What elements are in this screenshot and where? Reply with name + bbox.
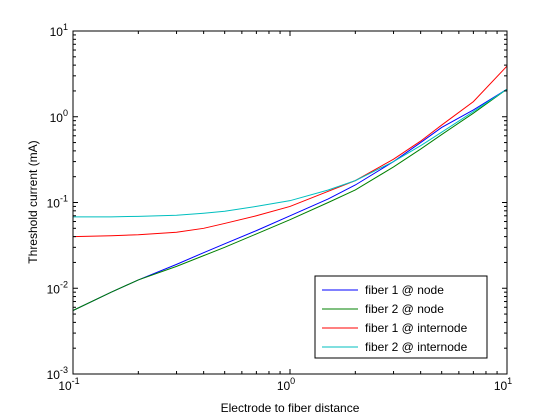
ticks-layer [72, 30, 508, 375]
legend-label-2: fiber 2 @ node [365, 302, 444, 316]
legend-label-4: fiber 2 @ internode [365, 340, 468, 354]
series-line-1 [72, 88, 508, 311]
y-tick-label: 10-2 [47, 279, 68, 296]
y-tick-label: 10-3 [47, 365, 68, 382]
series-line-3 [72, 65, 508, 238]
y-tick-label: 100 [50, 108, 68, 125]
x-tick-label: 100 [277, 376, 295, 393]
y-tick-label: 101 [50, 22, 68, 39]
y-tick-label: 10-1 [47, 194, 68, 211]
legend-label-3: fiber 1 @ internode [365, 321, 468, 335]
legend-items: fiber 1 @ node fiber 2 @ node fiber 1 @ in… [322, 283, 468, 354]
legend: fiber 1 @ node fiber 2 @ node fiber 1 @ in… [314, 275, 488, 359]
x-axis-label: Electrode to fiber distance [221, 401, 360, 415]
x-tick-label: 101 [494, 376, 512, 393]
tick-labels-layer: 10-1 100 101 10-3 10-2 10-1 100 101 [47, 22, 513, 393]
x-tick-label: 10-1 [58, 376, 79, 393]
legend-label-1: fiber 1 @ node [365, 283, 444, 297]
series-line-4 [73, 88, 508, 218]
series-line-2 [72, 88, 508, 311]
y-axis-label: Threshold current (mA) [26, 140, 40, 263]
series-layer [72, 65, 508, 311]
